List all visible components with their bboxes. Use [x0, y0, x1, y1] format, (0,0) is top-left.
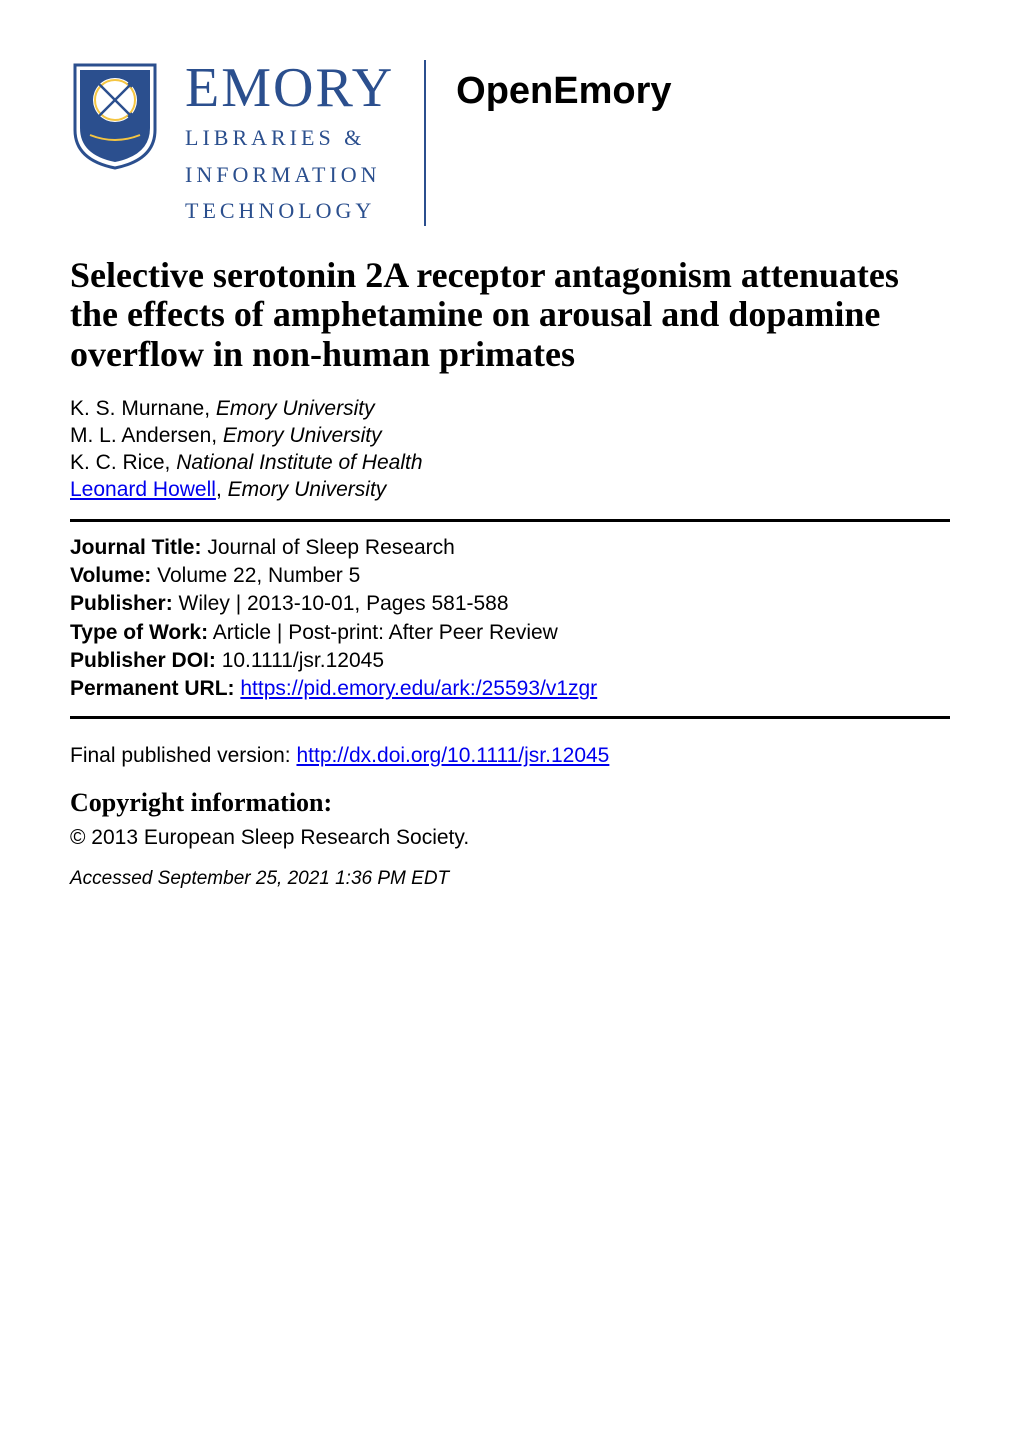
author-link[interactable]: Leonard Howell	[70, 478, 216, 501]
journal-title-value: Journal of Sleep Research	[207, 536, 454, 559]
emory-subtitle-1: LIBRARIES &	[185, 124, 394, 153]
author-affiliation: Emory University	[223, 424, 382, 447]
meta-row: Permanent URL: https://pid.emory.edu/ark…	[70, 675, 950, 703]
author-line: K. S. Murnane, Emory University	[70, 395, 950, 422]
permanent-url-label: Permanent URL:	[70, 677, 235, 700]
volume-label: Volume:	[70, 564, 151, 587]
copyright-text: © 2013 European Sleep Research Society.	[70, 826, 950, 850]
divider	[70, 716, 950, 719]
publisher-label: Publisher:	[70, 592, 173, 615]
meta-row: Journal Title: Journal of Sleep Research	[70, 534, 950, 562]
divider	[70, 519, 950, 522]
metadata-block: Journal Title: Journal of Sleep Research…	[70, 534, 950, 704]
final-version-label: Final published version:	[70, 744, 291, 767]
open-emory-wordmark: OpenEmory	[456, 60, 671, 113]
meta-row: Publisher: Wiley | 2013-10-01, Pages 581…	[70, 590, 950, 618]
author-name: K. S. Murnane	[70, 397, 204, 420]
header: EMORY LIBRARIES & INFORMATION TECHNOLOGY…	[70, 60, 950, 226]
author-line: M. L. Andersen, Emory University	[70, 422, 950, 449]
final-version-link[interactable]: http://dx.doi.org/10.1111/jsr.12045	[296, 744, 609, 767]
meta-row: Type of Work: Article | Post-print: Afte…	[70, 619, 950, 647]
accessed-timestamp: Accessed September 25, 2021 1:36 PM EDT	[70, 868, 950, 890]
emory-wordmark: EMORY	[185, 60, 394, 116]
doi-label: Publisher DOI:	[70, 649, 216, 672]
author-affiliation: Emory University	[228, 478, 387, 501]
emory-text-block: EMORY LIBRARIES & INFORMATION TECHNOLOGY	[185, 60, 426, 226]
author-affiliation: National Institute of Health	[176, 451, 422, 474]
meta-row: Volume: Volume 22, Number 5	[70, 562, 950, 590]
type-value: Article | Post-print: After Peer Review	[213, 621, 558, 644]
type-label: Type of Work:	[70, 621, 208, 644]
permanent-url-link[interactable]: https://pid.emory.edu/ark:/25593/v1zgr	[240, 677, 597, 700]
journal-title-label: Journal Title:	[70, 536, 201, 559]
authors-list: K. S. Murnane, Emory University M. L. An…	[70, 395, 950, 504]
final-version-row: Final published version: http://dx.doi.o…	[70, 744, 950, 768]
author-name: K. C. Rice	[70, 451, 165, 474]
emory-subtitle-3: TECHNOLOGY	[185, 197, 394, 226]
author-line: Leonard Howell, Emory University	[70, 476, 950, 503]
author-line: K. C. Rice, National Institute of Health	[70, 449, 950, 476]
emory-shield-icon	[70, 60, 160, 170]
doi-value: 10.1111/jsr.12045	[222, 649, 384, 672]
copyright-heading: Copyright information:	[70, 788, 950, 818]
author-name: M. L. Andersen	[70, 424, 211, 447]
emory-subtitle-2: INFORMATION	[185, 161, 394, 190]
author-affiliation: Emory University	[216, 397, 375, 420]
article-title: Selective serotonin 2A receptor antagoni…	[70, 256, 950, 375]
publisher-value: Wiley | 2013-10-01, Pages 581-588	[179, 592, 509, 615]
meta-row: Publisher DOI: 10.1111/jsr.12045	[70, 647, 950, 675]
volume-value: Volume 22, Number 5	[157, 564, 360, 587]
